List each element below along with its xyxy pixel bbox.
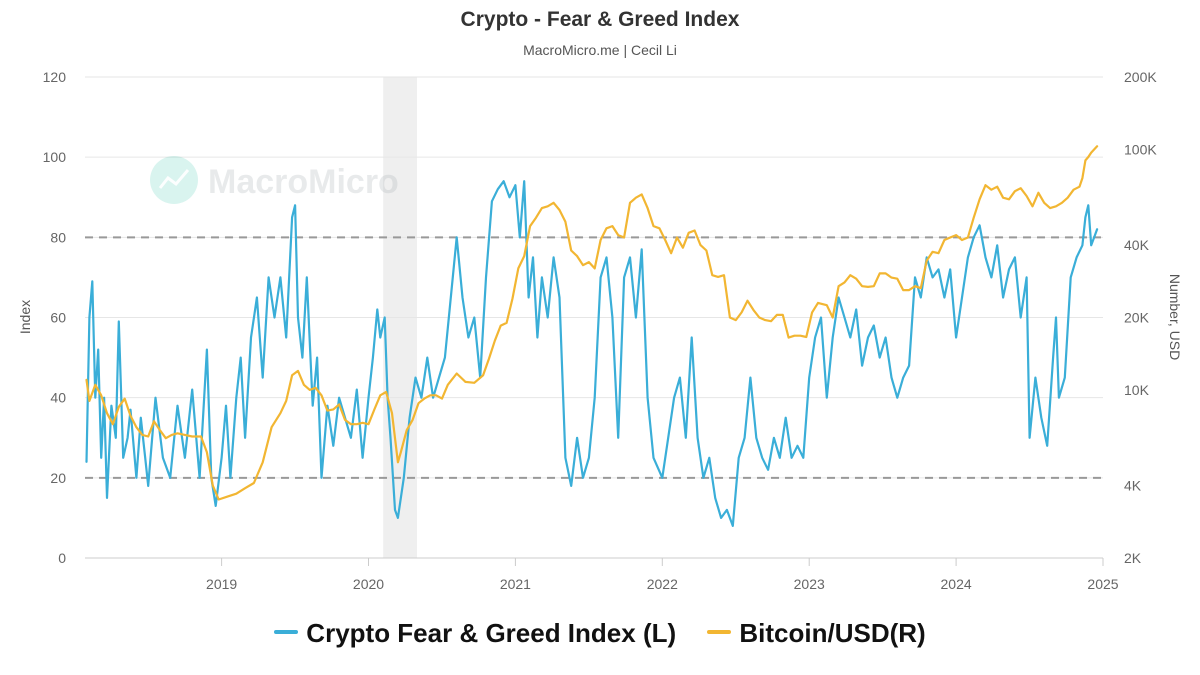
series-group	[85, 145, 1099, 528]
y-axis-left-label: Index	[17, 300, 33, 334]
legend-swatch-fear-greed	[274, 630, 299, 635]
y-right-tick-label: 4K	[1124, 478, 1142, 494]
x-tick-label: 2023	[794, 576, 825, 592]
axes-group: 0 20 40 60 80 100 120 2K 4K 10K 20K 40K 100K 200K 2019…	[43, 69, 1158, 592]
y-left-tick-label: 100	[43, 149, 67, 165]
legend-label-fear-greed: Crypto Fear & Greed Index (L)	[306, 618, 677, 648]
series-line-fear-greed	[85, 180, 1099, 528]
x-tick-label: 2021	[500, 576, 531, 592]
series-line-bitcoin	[85, 145, 1099, 501]
x-tick-label: 2020	[353, 576, 384, 592]
reference-lines-group	[85, 236, 1103, 479]
watermark: MacroMicro	[150, 156, 399, 204]
y-right-tick-label: 20K	[1124, 310, 1150, 326]
y-right-tick-label: 2K	[1124, 550, 1142, 566]
x-tick-label: 2019	[206, 576, 237, 592]
watermark-chart-icon	[158, 169, 190, 189]
y-left-tick-label: 40	[50, 390, 66, 406]
y-right-tick-label: 40K	[1124, 237, 1150, 253]
watermark-text: MacroMicro	[208, 163, 399, 201]
x-tick-label: 2025	[1087, 576, 1118, 592]
y-left-tick-label: 0	[58, 550, 66, 566]
legend-item-bitcoin[interactable]: Bitcoin/USD(R)	[707, 618, 926, 649]
y-right-tick-label: 10K	[1124, 382, 1150, 398]
y-right-tick-label: 100K	[1124, 141, 1157, 157]
chart-legend: Crypto Fear & Greed Index (L) Bitcoin/US…	[0, 618, 1200, 649]
x-tick-label: 2022	[647, 576, 678, 592]
x-tick-label: 2024	[941, 576, 972, 592]
y-left-tick-label: 80	[50, 229, 66, 245]
y-axis-right-label: Number, USD	[1167, 274, 1183, 360]
chart-subtitle: MacroMicro.me | Cecil Li	[523, 42, 677, 58]
legend-item-fear-greed[interactable]: Crypto Fear & Greed Index (L)	[274, 618, 676, 649]
chart-title: Crypto - Fear & Greed Index	[460, 8, 740, 31]
y-right-tick-label: 200K	[1124, 69, 1157, 85]
watermark-logo-icon	[150, 156, 198, 204]
y-left-tick-label: 120	[43, 69, 67, 85]
y-left-tick-label: 60	[50, 310, 66, 326]
legend-swatch-bitcoin	[707, 630, 732, 635]
y-left-tick-label: 20	[50, 470, 66, 486]
legend-label-bitcoin: Bitcoin/USD(R)	[739, 618, 926, 648]
